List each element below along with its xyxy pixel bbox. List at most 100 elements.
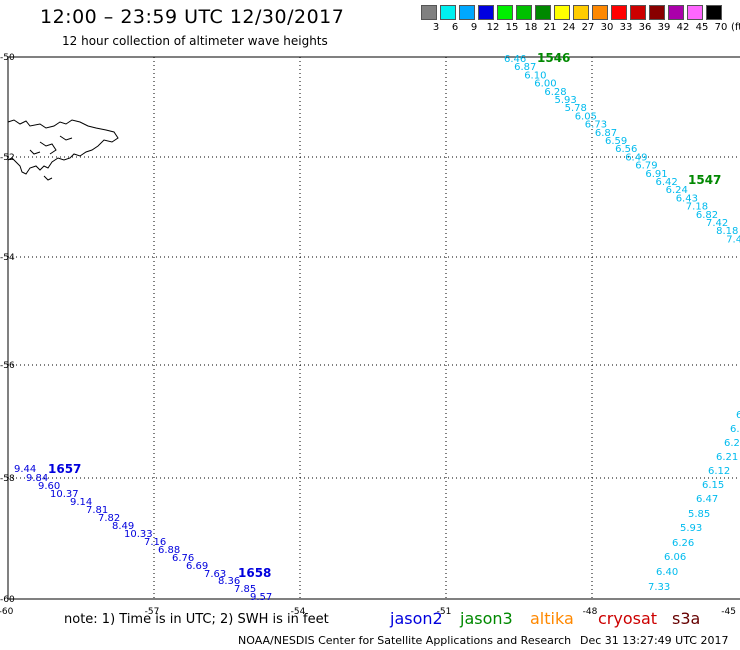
- latitude-tick-label: -52: [0, 153, 15, 163]
- falkland-islands-coastline-detail: [29, 135, 73, 181]
- scale-swatch: [440, 5, 456, 20]
- wave-height-value: 6.24: [666, 185, 688, 196]
- credit-text: NOAA/NESDIS Center for Satellite Applica…: [238, 634, 572, 647]
- wave-height-value: 10.37: [50, 489, 79, 500]
- scale-label: 6: [451, 22, 459, 33]
- wave-height-value: 6.40: [656, 567, 678, 578]
- scale-swatch: [592, 5, 608, 20]
- wave-height-value: 9.60: [38, 481, 60, 492]
- falkland-islands-coastline: [7, 119, 119, 175]
- wave-height-value: 7.82: [98, 513, 120, 524]
- scale-unit: (ft): [731, 22, 740, 33]
- wave-height-value: 9.44: [14, 464, 36, 475]
- wave-height-value: 6.: [736, 410, 740, 421]
- scale-swatch: [516, 5, 532, 20]
- scale-label: 24: [562, 22, 576, 33]
- generation-timestamp: Dec 31 13:27:49 UTC 2017: [580, 634, 729, 647]
- wave-height-value: 6.21: [716, 452, 738, 463]
- wave-height-value: 5.85: [688, 509, 710, 520]
- wave-height-value: 6.49: [625, 152, 647, 163]
- wave-height-value: 6.88: [158, 545, 180, 556]
- satellite-legend-altika: altika: [530, 609, 574, 628]
- satellite-legend-jason2: jason2: [390, 609, 443, 628]
- wave-height-value: 5.93: [555, 95, 577, 106]
- wave-height-value: 8.49: [112, 521, 134, 532]
- wave-height-value: 6.69: [186, 561, 208, 572]
- wave-height-value: 6.87: [514, 62, 536, 73]
- wave-height-value: 9.57: [250, 592, 272, 603]
- latitude-tick-label: -60: [0, 595, 15, 605]
- longitude-tick-label: -57: [145, 607, 160, 617]
- wave-height-value: 6.26: [672, 538, 694, 549]
- scale-label: 12: [486, 22, 500, 33]
- scale-swatch: [668, 5, 684, 20]
- wave-height-value: 6.47: [696, 494, 718, 505]
- wave-height-value: 6.: [730, 424, 740, 435]
- scale-swatch: [706, 5, 722, 20]
- latitude-tick-label: -54: [0, 253, 15, 263]
- scale-label: 70: [714, 22, 728, 33]
- wave-height-value: 6.06: [664, 552, 686, 563]
- scale-label: 3: [432, 22, 440, 33]
- scale-swatch: [649, 5, 665, 20]
- wave-height-value: 7.42: [706, 218, 728, 229]
- scale-label: 15: [505, 22, 519, 33]
- wave-height-value: 7.16: [144, 537, 166, 548]
- wave-height-value: 6.42: [656, 177, 678, 188]
- wave-height-value: 7.4: [726, 234, 740, 245]
- wave-height-value: 6.00: [534, 79, 556, 90]
- scale-label: 21: [543, 22, 557, 33]
- wave-height-value: 5.93: [680, 523, 702, 534]
- satellite-legend-jason3: jason3: [460, 609, 513, 628]
- wave-height-value: 7.33: [648, 582, 670, 593]
- scale-swatch: [421, 5, 437, 20]
- page-subtitle: 12 hour collection of altimeter wave hei…: [62, 34, 328, 48]
- scale-swatch: [630, 5, 646, 20]
- page-title: 12:00 – 23:59 UTC 12/30/2017: [40, 6, 345, 28]
- scale-swatch: [687, 5, 703, 20]
- wave-height-value: 7.63: [204, 569, 226, 580]
- wave-height-value: 8.36: [218, 576, 240, 587]
- wave-height-value: 5.78: [565, 103, 587, 114]
- scale-label: 18: [524, 22, 538, 33]
- scale-swatch: [478, 5, 494, 20]
- scale-label: 27: [581, 22, 595, 33]
- scale-label: 30: [600, 22, 614, 33]
- scale-label: 39: [657, 22, 671, 33]
- wave-height-value: 6.10: [524, 70, 546, 81]
- latitude-tick-label: -50: [0, 53, 15, 63]
- wave-height-value: 6.59: [605, 136, 627, 147]
- wave-height-value: 6.12: [708, 466, 730, 477]
- longitude-tick-label: -51: [437, 607, 452, 617]
- wave-height-value: 6.15: [702, 480, 724, 491]
- track-time-label: 1658: [238, 566, 271, 580]
- track-time-label: 1547: [688, 173, 721, 187]
- scale-swatch: [459, 5, 475, 20]
- wave-height-value: 6.76: [172, 553, 194, 564]
- scale-swatch: [554, 5, 570, 20]
- track-time-label: 1546: [537, 51, 570, 65]
- wave-height-value: 6.2: [724, 438, 740, 449]
- wave-height-value: 6.46: [504, 54, 526, 65]
- wave-height-value: 9.14: [70, 497, 92, 508]
- scale-swatch: [611, 5, 627, 20]
- wave-height-value: 6.79: [635, 161, 657, 172]
- wave-height-value: 6.56: [615, 144, 637, 155]
- track-time-label: 1657: [48, 462, 81, 476]
- scale-label: 42: [676, 22, 690, 33]
- wave-height-value: 6.28: [544, 87, 566, 98]
- scale-label: 9: [470, 22, 478, 33]
- scale-swatch: [535, 5, 551, 20]
- scale-label: 36: [638, 22, 652, 33]
- scale-label: 33: [619, 22, 633, 33]
- wave-height-value: 9.84: [26, 473, 48, 484]
- wave-height-value: 6.82: [696, 210, 718, 221]
- latitude-tick-label: -58: [0, 474, 15, 484]
- wave-height-value: 8.18: [716, 226, 738, 237]
- wave-height-value: 6.87: [595, 128, 617, 139]
- scale-label: 45: [695, 22, 709, 33]
- wave-height-value: 7.85: [234, 584, 256, 595]
- satellite-legend-s3a: s3a: [672, 609, 701, 628]
- wave-height-value: 6.05: [575, 111, 597, 122]
